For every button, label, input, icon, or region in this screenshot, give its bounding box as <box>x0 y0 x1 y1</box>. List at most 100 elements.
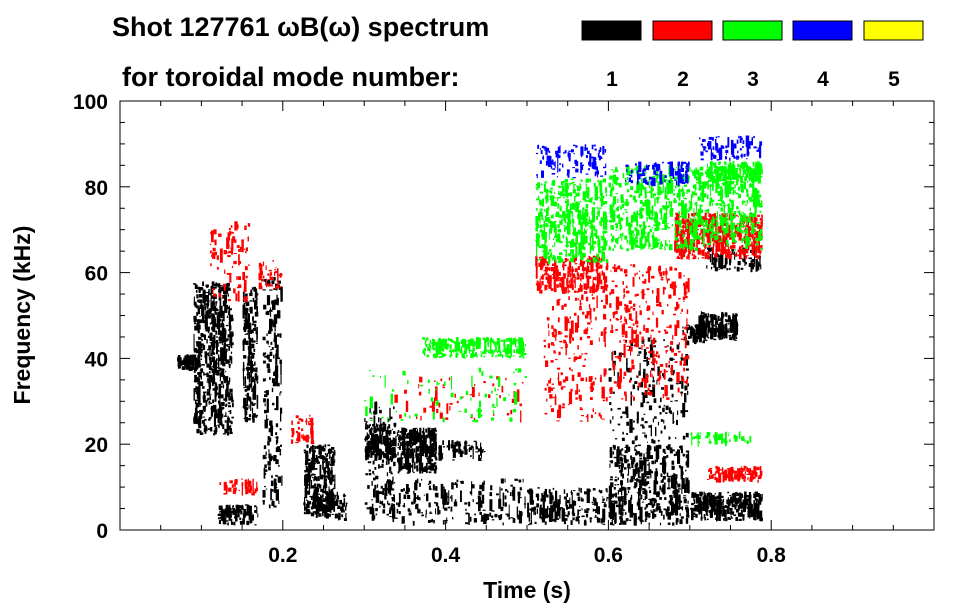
spectrum-speck <box>216 369 220 376</box>
spectrum-speck <box>535 506 540 508</box>
spectrum-speck <box>250 364 254 369</box>
spectrum-speck <box>389 448 392 455</box>
spectrum-speck <box>365 427 368 429</box>
spectrum-speck <box>320 477 323 480</box>
spectrum-speck <box>725 322 728 335</box>
spectrum-speck <box>196 377 199 383</box>
spectrum-speck <box>633 460 636 463</box>
spectrum-speck <box>659 462 662 465</box>
spectrum-speck <box>232 505 234 507</box>
spectrum-speck <box>212 378 216 382</box>
spectrum-speck <box>241 506 244 510</box>
spectrum-speck <box>596 285 599 291</box>
spectrum-speck <box>612 314 615 319</box>
spectrum-speck <box>224 508 228 516</box>
spectrum-speck <box>602 496 604 498</box>
spectrum-speck <box>577 288 581 292</box>
spectrum-speck <box>700 326 704 328</box>
spectrum-speck <box>687 225 690 232</box>
spectrum-speck <box>318 513 322 517</box>
spectrum-speck <box>250 375 252 378</box>
spectrum-speck <box>562 261 566 264</box>
spectrum-speck <box>247 236 249 242</box>
spectrum-speck <box>672 412 674 424</box>
spectrum-speck <box>242 406 245 408</box>
spectrum-speck <box>481 494 485 504</box>
spectrum-speck <box>605 298 608 301</box>
spectrum-speck <box>254 524 257 526</box>
spectrum-speck <box>465 522 469 525</box>
spectrum-speck <box>325 470 329 473</box>
spectrum-speck <box>681 353 683 357</box>
spectrum-speck <box>715 496 718 500</box>
spectrum-speck <box>305 453 308 456</box>
spectrum-speck <box>374 453 377 458</box>
spectrum-speck <box>425 468 428 471</box>
spectrum-speck <box>704 243 707 249</box>
spectrum-speck <box>244 296 248 301</box>
spectrum-speck <box>202 293 204 296</box>
spectrum-speck <box>539 256 542 259</box>
spectrum-speck <box>209 374 213 383</box>
spectrum-speck <box>615 310 618 314</box>
spectrum-speck <box>196 418 199 421</box>
spectrum-speck <box>699 507 701 510</box>
spectrum-speck <box>555 336 557 341</box>
spectrum-speck <box>263 378 266 382</box>
spectrum-speck <box>545 271 548 275</box>
spectrum-feature-mode-1 <box>690 491 763 522</box>
spectrum-speck <box>625 394 627 402</box>
spectrum-speck <box>654 513 657 518</box>
spectrum-speck <box>623 344 626 358</box>
spectrum-speck <box>429 445 433 450</box>
spectrum-speck <box>324 510 326 513</box>
spectrum-speck <box>612 416 614 420</box>
spectrum-speck <box>589 517 592 522</box>
spectrum-speck <box>671 501 674 515</box>
spectrum-speck <box>647 441 648 443</box>
spectrum-speck <box>531 508 535 512</box>
spectrum-speck <box>559 340 563 343</box>
spectrum-speck <box>652 418 654 423</box>
spectrum-speck <box>411 433 414 438</box>
spectrum-speck <box>238 286 242 288</box>
spectrum-speck <box>613 446 616 451</box>
spectrum-speck <box>748 263 753 267</box>
spectrum-speck <box>552 397 555 399</box>
spectrum-speck <box>224 522 227 525</box>
spectrum-speck <box>305 512 307 515</box>
spectrum-speck <box>317 446 319 449</box>
spectrum-speck <box>693 496 695 502</box>
spectrum-speck <box>391 498 396 502</box>
spectrum-speck <box>539 508 542 511</box>
spectrum-speck <box>277 280 281 284</box>
spectrum-speck <box>533 510 535 515</box>
spectrum-speck <box>456 479 459 483</box>
spectrum-speck <box>621 448 624 451</box>
spectrum-speck <box>535 283 538 286</box>
spectrum-speck <box>573 490 576 492</box>
spectrum-speck <box>201 420 205 424</box>
spectrum-speck <box>204 351 207 359</box>
spectrum-speck <box>591 414 593 419</box>
spectrum-speck <box>301 419 304 422</box>
spectrum-speck <box>370 428 373 430</box>
spectrum-speck <box>727 323 730 325</box>
spectrum-speck <box>686 378 688 382</box>
spectrum-speck <box>376 484 379 488</box>
spectrum-speck <box>641 345 643 350</box>
spectrum-speck <box>203 373 207 376</box>
spectrum-speck <box>330 504 334 506</box>
spectrum-speck <box>390 457 393 463</box>
spectrum-speck <box>631 359 634 364</box>
spectrum-speck <box>676 227 680 232</box>
spectrum-speck <box>704 330 706 336</box>
spectrum-speck <box>629 368 632 373</box>
spectrum-speck <box>396 431 398 437</box>
spectrum-speck <box>216 315 221 329</box>
spectrum-speck <box>219 305 223 318</box>
spectrum-speck <box>722 505 725 510</box>
spectrum-speck <box>228 487 232 492</box>
spectrum-speck <box>582 256 586 258</box>
spectrum-speck <box>619 510 622 514</box>
